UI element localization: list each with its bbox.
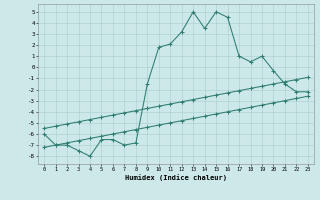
X-axis label: Humidex (Indice chaleur): Humidex (Indice chaleur): [125, 174, 227, 181]
